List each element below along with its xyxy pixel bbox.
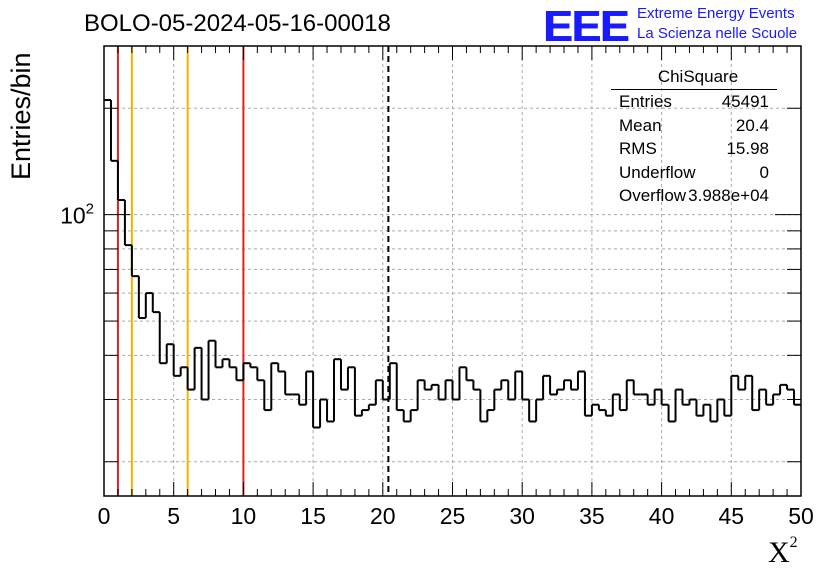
x-tick-label: 25	[440, 503, 466, 529]
stats-value: 3.988e+04	[688, 186, 769, 205]
x-tick-label: 30	[509, 503, 535, 529]
stats-key: Mean	[619, 115, 662, 135]
x-axis-label: X2	[768, 534, 798, 570]
stats-value: 0	[759, 162, 769, 182]
x-tick-label: 5	[167, 503, 180, 529]
x-tick-label: 20	[370, 503, 396, 529]
x-tick-label: 15	[300, 503, 326, 529]
stats-row-entries: Entries 45491	[611, 90, 777, 114]
x-axis-label-base: X	[768, 536, 790, 569]
stats-row-rms: RMS 15.98	[611, 137, 777, 161]
stats-value: 15.98	[726, 139, 769, 158]
stats-title: ChiSquare	[611, 67, 777, 90]
x-tick-label: 50	[788, 503, 814, 529]
logo-line-2: La Scienza nelle Scuole	[637, 25, 798, 42]
reference-lines	[116, 46, 390, 496]
x-tick-label: 10	[231, 503, 257, 529]
x-axis-ticks: 0 5 10 15 20 25 30 35 40 45 50	[98, 46, 814, 529]
stats-value: 20.4	[735, 115, 769, 135]
stats-key: RMS	[619, 139, 657, 158]
stats-key: Entries	[619, 92, 672, 111]
y-axis-ticks: 102	[60, 107, 801, 463]
chart-title: BOLO-05-2024-05-16-00018	[84, 10, 391, 37]
x-axis-label-sup: 2	[789, 534, 798, 551]
stats-row-overflow: Overflow 3.988e+04	[611, 184, 777, 208]
eee-logo: EEE	[543, 2, 629, 51]
logo-line-1: Extreme Energy Events	[637, 5, 795, 22]
x-tick-label: 40	[649, 503, 675, 529]
x-tick-label: 0	[98, 503, 111, 529]
x-tick-label: 45	[719, 503, 745, 529]
stats-box: ChiSquare Entries 45491 Mean 20.4 RMS 15.98…	[611, 67, 777, 208]
y-tick-label: 102	[60, 201, 94, 229]
stats-row-underflow: Underflow 0	[611, 161, 777, 185]
stats-key: Overflow	[619, 186, 687, 205]
stats-row-mean: Mean 20.4	[611, 114, 777, 138]
stats-key: Underflow	[619, 162, 696, 182]
x-tick-label: 35	[579, 503, 605, 529]
stats-value: 45491	[721, 92, 769, 111]
y-axis-label: Entries/bin	[6, 52, 36, 180]
histogram-series	[104, 99, 801, 429]
